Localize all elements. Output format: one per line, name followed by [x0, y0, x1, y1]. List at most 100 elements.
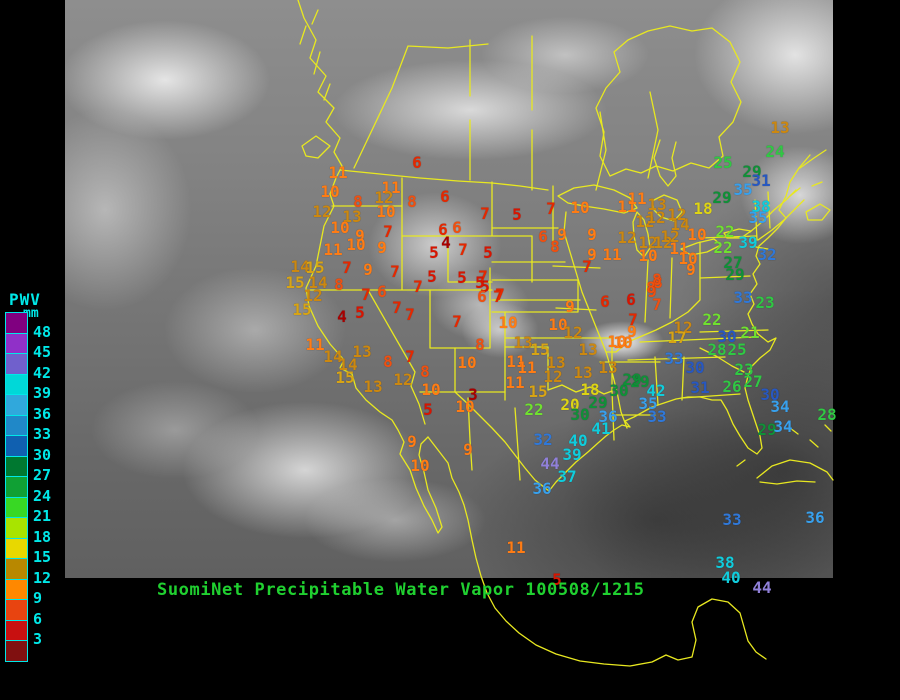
station-value: 29	[742, 162, 762, 181]
legend-box	[5, 414, 28, 436]
station-value: 11	[506, 538, 526, 557]
station-value: 5	[423, 400, 433, 419]
legend-tick: 36	[33, 404, 52, 423]
coastlines	[297, 0, 834, 667]
station-value: 34	[773, 417, 793, 436]
legend-tick: 15	[33, 548, 52, 566]
station-value: 12	[303, 286, 323, 305]
station-value: 30	[685, 358, 705, 377]
station-value: 15	[530, 340, 550, 359]
station-value: 5	[427, 267, 437, 286]
station-value: 10	[346, 235, 366, 254]
station-value: 27	[723, 253, 743, 272]
station-value: 28	[817, 405, 837, 424]
legend-box	[5, 312, 28, 334]
legend-tick: 12	[33, 568, 52, 587]
station-value: 7	[546, 199, 556, 218]
station-value: 7	[342, 258, 352, 277]
station-value: 5	[512, 205, 522, 224]
station-value: 30	[570, 405, 590, 424]
station-value: 12	[673, 318, 693, 337]
station-value: 33	[733, 288, 753, 307]
station-value: 15	[292, 300, 312, 319]
station-value: 9	[407, 432, 417, 451]
station-value: 7	[582, 257, 592, 276]
station-value: 29	[725, 265, 745, 284]
station-value: 8	[383, 352, 393, 371]
station-value: 20	[560, 395, 580, 414]
legend-tick: 45	[33, 343, 52, 361]
station-value: 15	[285, 273, 305, 292]
legend-box	[5, 455, 28, 477]
station-value: 10	[638, 246, 658, 265]
station-value: 35	[748, 208, 768, 227]
station-value: 39	[562, 445, 582, 464]
station-value: 3	[468, 385, 478, 404]
station-value: 10	[687, 225, 707, 244]
station-value: 10	[548, 315, 568, 334]
station-value: 11	[323, 240, 343, 259]
station-value: 9	[363, 260, 373, 279]
station-value: 35	[733, 180, 753, 199]
station-value: 21	[740, 323, 760, 342]
legend-title: PWV	[9, 290, 41, 309]
station-value: 11	[328, 163, 348, 182]
station-value: 12	[653, 233, 673, 252]
station-value: 7	[383, 222, 393, 241]
station-value: 25	[713, 153, 733, 172]
station-value: 15	[305, 258, 325, 277]
legend-tick: 33	[33, 425, 52, 443]
station-value: 8	[653, 273, 663, 292]
station-value: 38	[715, 553, 735, 572]
station-value: 8	[550, 237, 560, 256]
station-value: 7	[478, 267, 488, 286]
station-value: 8	[475, 335, 485, 354]
station-value: 12	[543, 367, 563, 386]
station-value: 12	[617, 228, 637, 247]
canada-borders	[339, 25, 831, 241]
station-value: 6	[440, 187, 450, 206]
station-value: 32	[757, 245, 777, 264]
station-value: 6	[452, 218, 462, 237]
station-value: 40	[721, 568, 741, 587]
station-value: 6	[626, 290, 636, 309]
station-value: 29	[712, 188, 732, 207]
station-value: 13	[352, 342, 372, 361]
station-value: 7	[493, 287, 503, 306]
station-value: 10	[607, 332, 627, 351]
station-value: 44	[752, 578, 772, 597]
station-value: 6	[477, 287, 487, 306]
station-value: 31	[690, 378, 710, 397]
legend-tick: 39	[33, 384, 52, 402]
station-value: 12	[374, 188, 394, 207]
station-value: 14	[323, 347, 343, 366]
station-value: 7	[628, 310, 638, 329]
station-value: 18	[580, 380, 600, 399]
station-value: 7	[405, 347, 415, 366]
station-value: 37	[557, 467, 577, 486]
station-value: 13	[647, 195, 667, 214]
legend-box	[5, 558, 28, 580]
station-value: 6	[438, 220, 448, 239]
station-value: 22	[713, 238, 733, 257]
station-value: 13	[513, 333, 533, 352]
station-value: 23	[755, 293, 775, 312]
station-value: 29	[757, 420, 777, 439]
station-value: 42	[646, 381, 666, 400]
station-value: 5	[457, 268, 467, 287]
station-value: 28	[707, 340, 727, 359]
station-value: 6	[377, 282, 387, 301]
legend-box	[5, 517, 28, 539]
station-value: 14	[308, 273, 328, 292]
station-value: 35	[638, 394, 658, 413]
satellite-image	[65, 0, 833, 578]
legend-tick: 3	[33, 630, 43, 648]
station-value: 15	[335, 368, 355, 387]
station-value: 30	[609, 381, 629, 400]
station-value: 12	[635, 212, 655, 231]
station-value: 8	[646, 278, 656, 297]
legend-tick: 24	[33, 486, 52, 505]
station-value: 14	[338, 355, 358, 374]
station-value: 12	[667, 205, 687, 224]
station-value: 36	[805, 508, 825, 527]
